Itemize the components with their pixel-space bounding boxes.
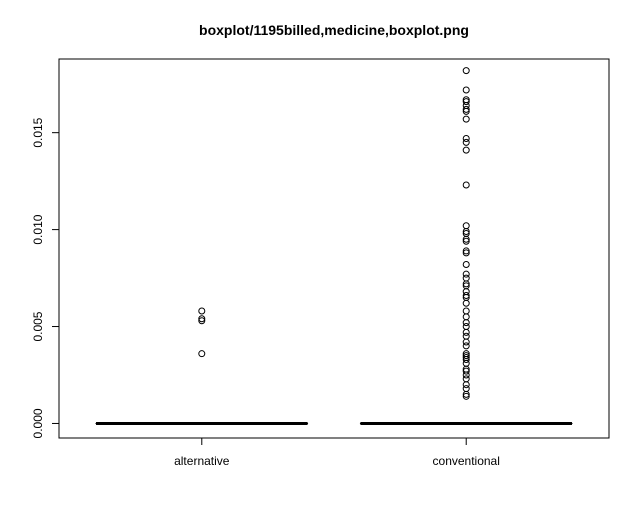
y-tick-label: 0.000 xyxy=(31,408,45,438)
outlier-point xyxy=(462,96,470,104)
outlier-point xyxy=(198,317,206,325)
outlier-point xyxy=(198,315,206,323)
outlier-point xyxy=(462,328,470,336)
outlier-point xyxy=(462,115,470,123)
outlier-point xyxy=(462,313,470,321)
x-tick-label: alternative xyxy=(174,454,230,468)
outlier-point xyxy=(462,375,470,383)
box-group xyxy=(95,67,573,425)
outlier-point xyxy=(462,229,470,237)
outlier-point xyxy=(462,86,470,94)
outlier-point xyxy=(462,385,470,393)
outlier-point xyxy=(462,288,470,296)
outlier-point xyxy=(462,367,470,375)
outlier-point xyxy=(462,134,470,142)
chart-title: boxplot/1195billed,medicine,boxplot.png xyxy=(199,22,469,38)
outlier-point xyxy=(198,307,206,315)
outlier-point xyxy=(462,282,470,290)
outlier-point xyxy=(462,381,470,389)
y-axis: 0.000 0.005 0.010 0.015 xyxy=(31,117,59,438)
outlier-point xyxy=(462,105,470,113)
outlier-point xyxy=(462,319,470,327)
y-tick-label: 0.010 xyxy=(31,214,45,244)
x-axis: alternative conventional xyxy=(174,438,500,468)
y-tick-label: 0.015 xyxy=(31,117,45,147)
outlier-point xyxy=(198,350,206,358)
y-tick-label: 0.005 xyxy=(31,311,45,341)
outlier-point xyxy=(462,354,470,362)
outlier-point xyxy=(462,237,470,245)
outlier-point xyxy=(462,332,470,340)
outlier-point xyxy=(462,146,470,154)
outlier-point xyxy=(462,350,470,358)
outlier-point xyxy=(462,67,470,75)
outlier-point xyxy=(462,299,470,307)
outlier-point xyxy=(462,342,470,350)
outlier-point xyxy=(462,247,470,255)
outlier-point xyxy=(462,292,470,300)
outlier-point xyxy=(462,323,470,331)
outlier-point xyxy=(462,352,470,360)
outlier-point xyxy=(462,138,470,146)
outlier-point xyxy=(462,98,470,106)
outlier-point xyxy=(462,181,470,189)
x-tick-label: conventional xyxy=(433,454,500,468)
outlier-point xyxy=(462,222,470,230)
plot-frame xyxy=(58,58,610,439)
outlier-point xyxy=(462,270,470,278)
outlier-point xyxy=(462,274,470,282)
outlier-point xyxy=(462,307,470,315)
outlier-point xyxy=(462,338,470,346)
outlier-point xyxy=(462,392,470,400)
outlier-point xyxy=(462,260,470,268)
outlier-point xyxy=(462,249,470,257)
